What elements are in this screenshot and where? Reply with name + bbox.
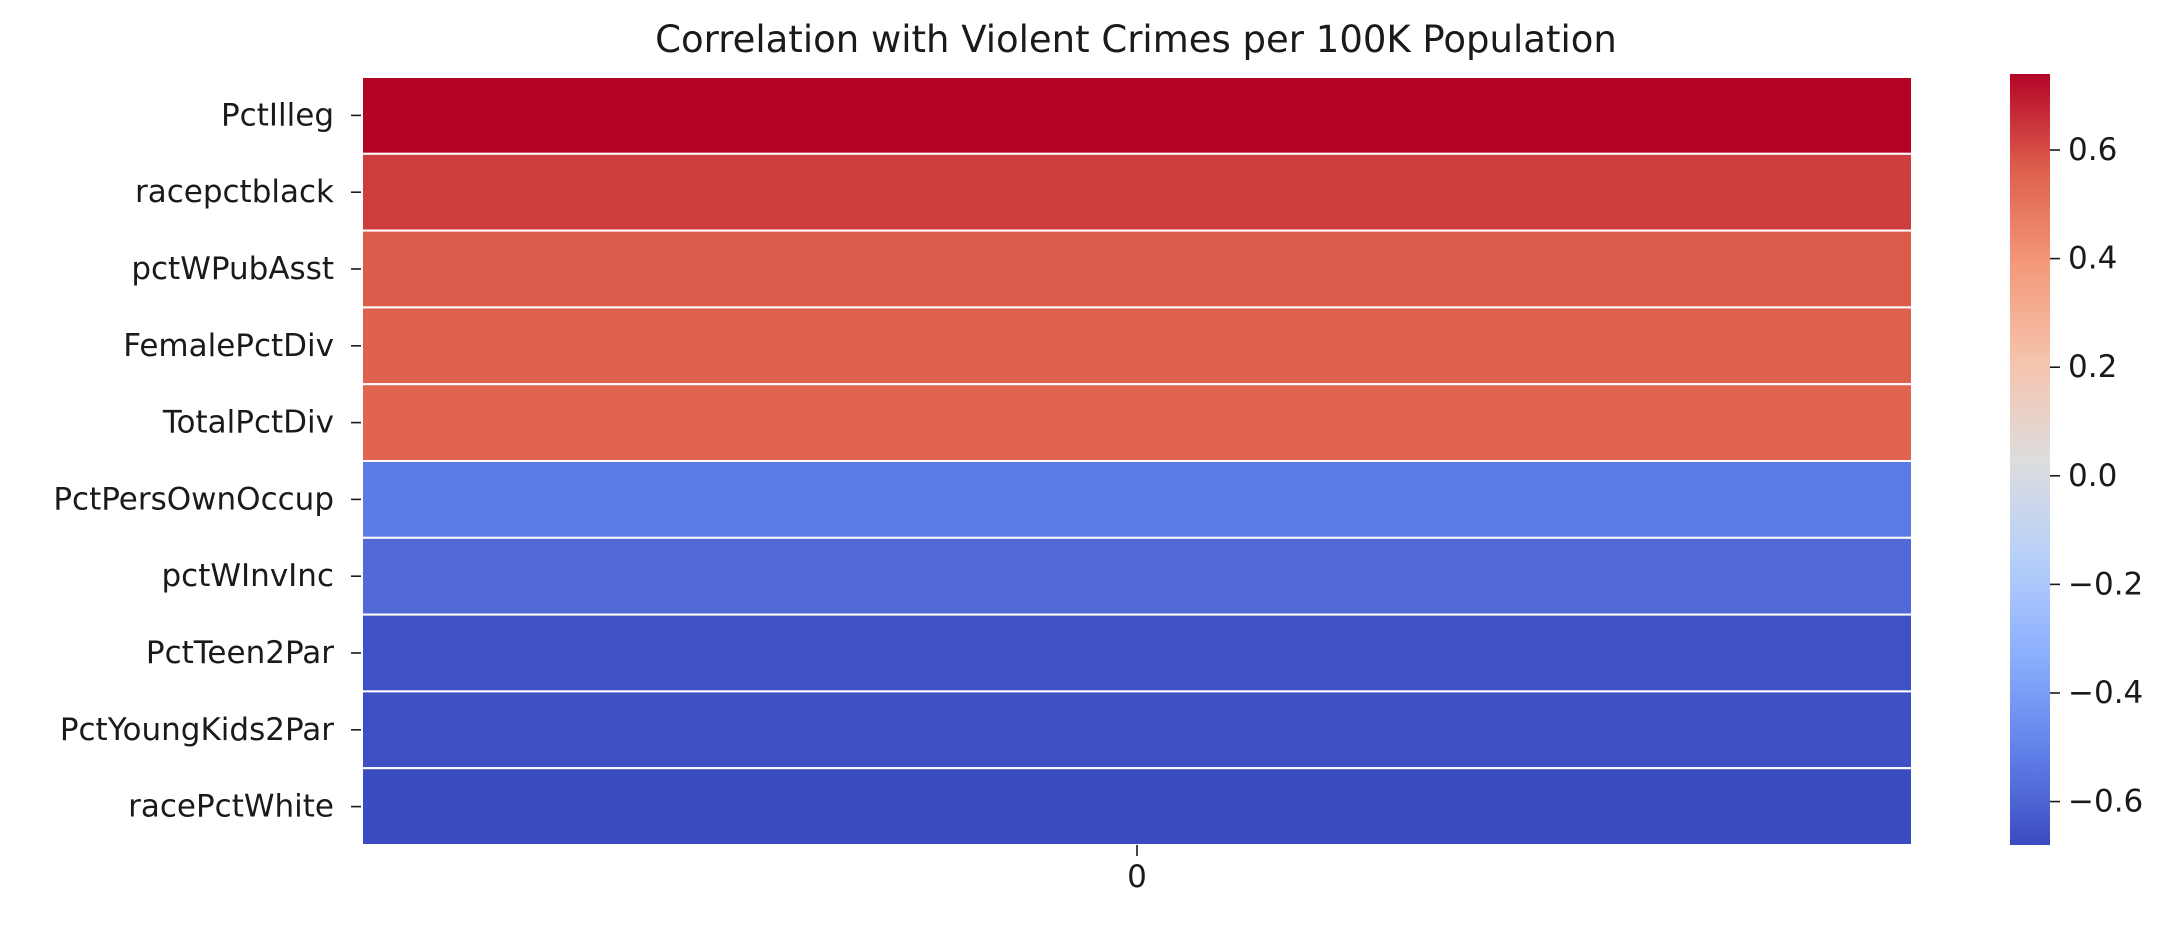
colorbar-tick-label: 0.0 xyxy=(2068,458,2117,494)
row-label: TotalPctDiv xyxy=(162,405,334,441)
colorbar-tick-label: −0.6 xyxy=(2068,784,2143,820)
row-label: PctYoungKids2Par xyxy=(60,712,334,748)
column-label: 0 xyxy=(1127,859,1147,895)
colorbar: 0.6 0.4 0.2 0.0 −0.2 −0.4 −0.6 xyxy=(2010,74,2143,845)
chart-title: Correlation with Violent Crimes per 100K… xyxy=(655,18,1617,61)
row-label: PctPersOwnOccup xyxy=(53,481,334,517)
row-label: pctWPubAsst xyxy=(131,251,334,287)
heatmap-cell xyxy=(361,76,1913,155)
row-label: racePctWhite xyxy=(128,789,334,825)
row-label: PctIlleg xyxy=(221,97,334,133)
heatmap-cell xyxy=(361,536,1913,616)
colorbar-tick-label: 0.6 xyxy=(2068,132,2117,168)
heatmap-cell xyxy=(361,383,1913,463)
row-label: PctTeen2Par xyxy=(146,635,334,671)
heatmap-cells xyxy=(361,76,1913,847)
heatmap-cell xyxy=(361,690,1913,770)
heatmap-cell xyxy=(361,229,1913,309)
colorbar-tick-label: −0.4 xyxy=(2068,675,2143,711)
colorbar-tick-label: 0.4 xyxy=(2068,241,2117,277)
colorbar-gradient xyxy=(2010,74,2050,845)
row-labels: PctIlleg racepctblack pctWPubAsst FemalePct… xyxy=(53,97,361,825)
heatmap-cell xyxy=(361,306,1913,386)
heatmap-cell xyxy=(361,152,1913,232)
heatmap-cell xyxy=(361,613,1913,693)
row-label: FemalePctDiv xyxy=(123,328,334,364)
row-label: pctWInvInc xyxy=(162,558,335,594)
heatmap-cell xyxy=(361,767,1913,847)
colorbar-tick-label: 0.2 xyxy=(2068,349,2117,385)
heatmap-cell xyxy=(361,460,1913,539)
row-label: racepctblack xyxy=(135,174,334,210)
column-labels: 0 xyxy=(1127,845,1147,895)
colorbar-tick-label: −0.2 xyxy=(2068,566,2143,602)
